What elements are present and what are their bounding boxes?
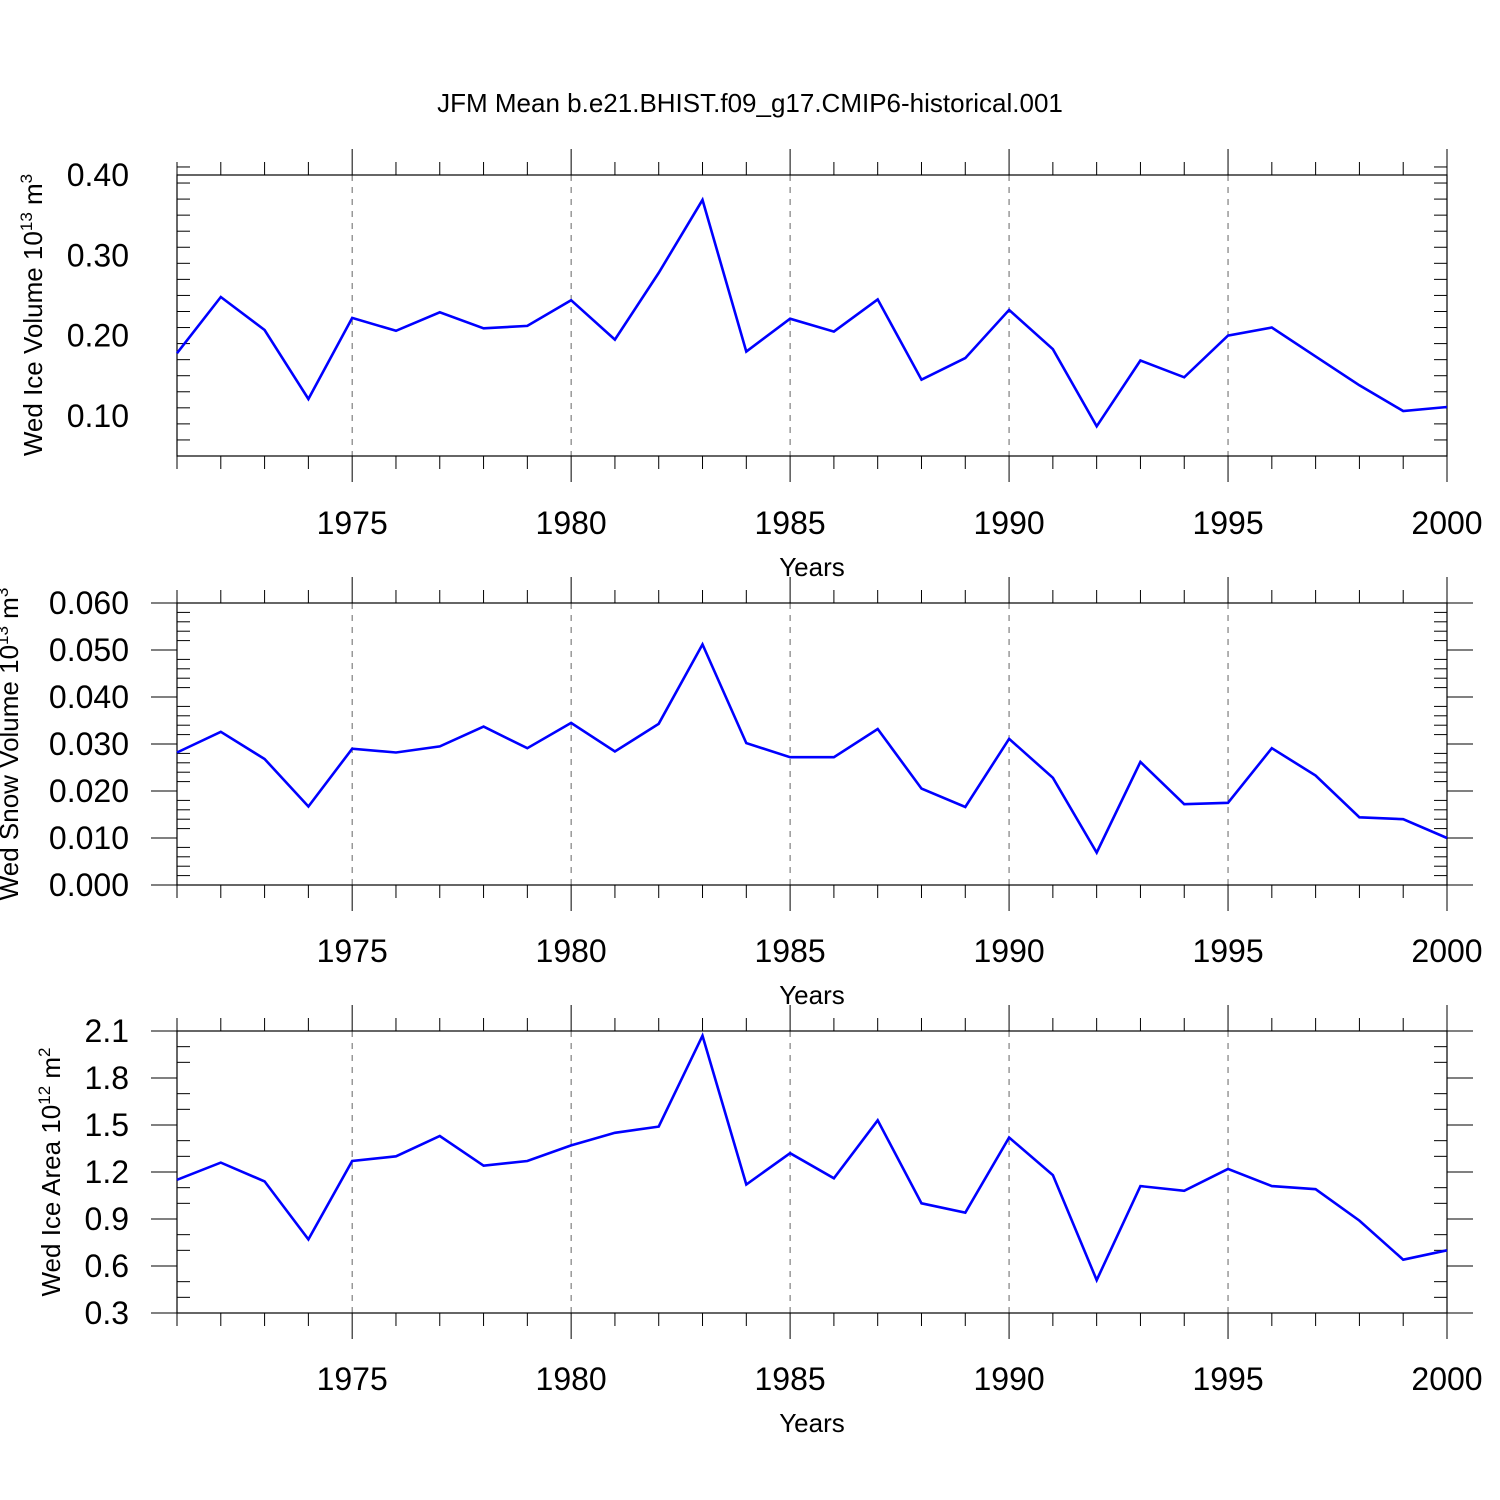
y-tick-label: 0.000 bbox=[49, 867, 129, 903]
y-axis-title-text: Wed Snow Volume 10 bbox=[0, 645, 24, 900]
panel-ice-area: 0.3 0.6 0.9 1.2 1.5 1.8 2.1 1975 1980 1985 1990 199… bbox=[35, 1005, 1483, 1438]
x-axis-title: Years bbox=[779, 1408, 845, 1438]
x-tick-labels: 1975 1980 1985 1990 1995 2000 bbox=[317, 933, 1483, 969]
x-tick-label: 2000 bbox=[1411, 933, 1482, 969]
x-tick-label: 2000 bbox=[1411, 505, 1482, 541]
y-axis-title-text: m bbox=[18, 183, 48, 212]
y-axis-title-text: m bbox=[36, 1057, 66, 1086]
y-tick-label: 2.1 bbox=[85, 1013, 129, 1049]
series-points bbox=[176, 1035, 1448, 1281]
series-points bbox=[176, 199, 1448, 427]
figure-title: JFM Mean b.e21.BHIST.f09_g17.CMIP6-histo… bbox=[437, 88, 1063, 118]
x-grid bbox=[351, 1031, 1229, 1313]
x-tick-labels: 1975 1980 1985 1990 1995 2000 bbox=[317, 1361, 1483, 1397]
y-tick-label: 1.2 bbox=[85, 1154, 129, 1190]
y-axis-title-text: Wed Ice Area 10 bbox=[36, 1105, 66, 1297]
y-tick-label: 0.6 bbox=[85, 1248, 129, 1284]
x-tick-label: 1985 bbox=[755, 1361, 826, 1397]
series-line bbox=[176, 641, 1448, 856]
x-tick-label: 1985 bbox=[755, 505, 826, 541]
plot-frame bbox=[176, 1030, 1448, 1314]
y-axis-title: Wed Ice Area 1012 m2 bbox=[35, 1047, 66, 1296]
x-ticks bbox=[176, 577, 1448, 911]
y-tick-label: 0.10 bbox=[67, 398, 129, 434]
x-grid bbox=[351, 603, 1229, 885]
y-axis-title-superscript: 3 bbox=[0, 588, 12, 597]
y-axis-title-superscript: 13 bbox=[17, 212, 36, 231]
y-axis-title-superscript: 12 bbox=[35, 1086, 54, 1105]
x-tick-label: 1980 bbox=[536, 1361, 607, 1397]
x-tick-label: 1975 bbox=[317, 933, 388, 969]
x-ticks bbox=[176, 149, 1448, 482]
series-points bbox=[176, 644, 1448, 853]
y-ticks bbox=[177, 166, 1447, 457]
y-axis-title: Wed Snow Volume 1013 m3 bbox=[0, 588, 24, 901]
x-tick-label: 1995 bbox=[1192, 505, 1263, 541]
x-tick-label: 1980 bbox=[536, 933, 607, 969]
y-tick-label: 0.3 bbox=[85, 1295, 129, 1331]
x-tick-label: 1990 bbox=[973, 505, 1044, 541]
y-tick-label: 0.010 bbox=[49, 820, 129, 856]
y-tick-labels: 0.10 0.20 0.30 0.40 bbox=[67, 157, 129, 434]
y-tick-labels: 0.000 0.010 0.020 0.030 0.040 0.050 0.060 bbox=[49, 585, 129, 903]
x-tick-label: 1975 bbox=[317, 1361, 388, 1397]
plot-frame bbox=[176, 174, 1448, 457]
x-tick-label: 1990 bbox=[973, 933, 1044, 969]
y-tick-label: 0.050 bbox=[49, 632, 129, 668]
y-axis-title-text: m bbox=[0, 597, 24, 626]
y-tick-label: 0.30 bbox=[67, 237, 129, 273]
x-tick-label: 1980 bbox=[536, 505, 607, 541]
y-axis-title-text: Wed Ice Volume 10 bbox=[18, 231, 48, 456]
x-axis-title: Years bbox=[779, 980, 845, 1010]
series-line bbox=[175, 196, 1448, 429]
y-tick-label: 0.030 bbox=[49, 726, 129, 762]
x-tick-label: 1975 bbox=[317, 505, 388, 541]
x-grid bbox=[351, 175, 1229, 456]
y-tick-labels: 0.3 0.6 0.9 1.2 1.5 1.8 2.1 bbox=[85, 1013, 129, 1331]
x-tick-label: 2000 bbox=[1411, 1361, 1482, 1397]
y-tick-label: 0.40 bbox=[67, 157, 129, 193]
x-tick-label: 1995 bbox=[1192, 1361, 1263, 1397]
x-tick-label: 1985 bbox=[755, 933, 826, 969]
y-axis-title-superscript: 13 bbox=[0, 626, 12, 645]
y-tick-label: 0.020 bbox=[49, 773, 129, 809]
y-tick-label: 1.5 bbox=[85, 1107, 129, 1143]
series-line bbox=[176, 1032, 1448, 1284]
x-axis-title: Years bbox=[779, 552, 845, 582]
y-tick-label: 0.040 bbox=[49, 679, 129, 715]
y-axis-title: Wed Ice Volume 1013 m3 bbox=[17, 174, 48, 456]
y-axis-title-superscript: 2 bbox=[35, 1047, 54, 1056]
y-tick-label: 1.8 bbox=[85, 1060, 129, 1096]
x-ticks bbox=[176, 1005, 1448, 1339]
x-tick-label: 1995 bbox=[1192, 933, 1263, 969]
plot-frame bbox=[176, 602, 1448, 886]
y-tick-label: 0.9 bbox=[85, 1201, 129, 1237]
y-axis-title-superscript: 3 bbox=[17, 174, 36, 183]
y-tick-label: 0.20 bbox=[67, 318, 129, 354]
y-ticks bbox=[151, 602, 1473, 886]
panel-ice-volume: 0.10 0.20 0.30 0.40 1975 1980 1985 1990 1995 2000… bbox=[17, 149, 1483, 582]
x-tick-labels: 1975 1980 1985 1990 1995 2000 bbox=[317, 505, 1483, 541]
x-tick-label: 1990 bbox=[973, 1361, 1044, 1397]
y-tick-label: 0.060 bbox=[49, 585, 129, 621]
y-ticks bbox=[151, 1030, 1473, 1314]
